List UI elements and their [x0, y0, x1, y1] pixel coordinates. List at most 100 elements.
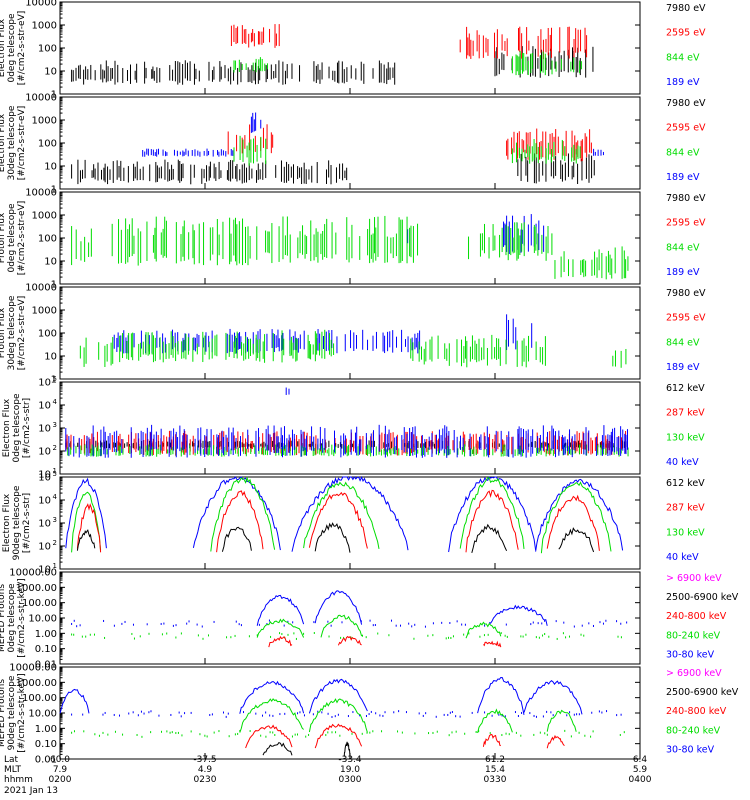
y-tick-label: 100.00	[22, 693, 57, 704]
legend-entry: 40 keV	[666, 552, 699, 563]
y-tick-label: 10000.00	[9, 663, 57, 674]
data-line	[256, 618, 305, 638]
data-line	[483, 640, 502, 648]
x-tick-lat: 61.2	[485, 755, 505, 765]
y-tick-exponent: 4	[53, 493, 58, 501]
legend-entry: 30-80 keV	[666, 649, 715, 660]
data-line	[192, 476, 281, 551]
series-40-kev	[65, 387, 628, 458]
legend-entry: 844 eV	[666, 52, 700, 63]
legend-entry: 2595 eV	[666, 218, 706, 229]
panel-meped-proton-90deg: 0.01 0.10 1.00 10.00 100.00 1000.00 10000.00ME…	[0, 663, 739, 766]
series-240-800-kev	[268, 635, 502, 648]
y-tick-label: 10	[38, 519, 51, 530]
plot-frame	[59, 476, 641, 570]
series-80-240-kev	[71, 614, 622, 640]
data-line	[308, 678, 368, 714]
data-line	[343, 741, 351, 758]
legend-entry: 2595 eV	[666, 313, 706, 324]
y-tick-label: 10.00	[28, 614, 57, 625]
data-line	[76, 503, 102, 553]
series-287-kev	[76, 489, 600, 553]
y-axis-title: 90deg telescope	[12, 485, 22, 560]
series-844-ev	[79, 329, 627, 368]
series-30-80-kev	[71, 590, 628, 628]
data-line	[239, 680, 305, 714]
data-line	[303, 481, 380, 549]
y-axis-title: [#/cm2-s-str-eV]	[17, 106, 27, 181]
series-844-ev	[233, 51, 582, 76]
y-axis-title: MEPED	[0, 507, 2, 539]
data-line	[488, 604, 548, 626]
x-row-label: MLT	[4, 765, 22, 775]
y-tick-label: 0.01	[35, 660, 57, 671]
data-line	[448, 476, 537, 553]
y-tick-label: 10	[44, 67, 57, 78]
legend-entry: 844 eV	[666, 242, 700, 253]
legend-entry: 612 keV	[666, 478, 705, 489]
legend-entry: 2595 eV	[666, 28, 706, 39]
legend-entry: 2500-6900 keV	[666, 592, 739, 603]
legend-entry: 240-800 keV	[666, 611, 727, 622]
legend-entry: 80-240 keV	[666, 725, 721, 736]
data-line	[482, 733, 501, 747]
y-tick-label: 10	[38, 401, 51, 412]
y-tick-exponent: 5	[53, 470, 57, 478]
y-axis-title: [#/cm2-s-str-eV]	[17, 296, 27, 371]
series-844-ev	[233, 135, 581, 166]
data-line	[314, 522, 351, 553]
series-189-ev	[142, 112, 604, 157]
x-tick-lat: 6.4	[633, 755, 648, 765]
y-tick-label: 1000	[32, 21, 57, 32]
plot-frame	[59, 96, 641, 190]
y-axis-title: Electron Flux	[0, 113, 7, 172]
x-tick-time: 0300	[339, 775, 362, 785]
y-axis-title: [#/cm2-s-str]	[22, 493, 32, 553]
data-line	[314, 590, 363, 625]
series-189-ev	[113, 314, 533, 354]
y-axis-title: 30deg telescope	[7, 105, 17, 180]
legend-entry: 287 keV	[666, 408, 705, 419]
y-tick-label: 10	[38, 447, 51, 458]
legend-entry: 7980 eV	[666, 3, 706, 14]
x-row-label: hhmm	[4, 775, 33, 785]
y-axis-title: [#/cm2-s-str-keV]	[17, 578, 27, 657]
y-axis-title: Electron Flux	[2, 398, 12, 457]
y-tick-label: 10.00	[28, 709, 57, 720]
legend-entry: 2500-6900 keV	[666, 687, 739, 698]
y-tick-label: 100	[38, 234, 57, 245]
x-tick-time: 0200	[49, 775, 72, 785]
y-tick-label: 1000.00	[16, 583, 57, 594]
x-tick-time: 0400	[629, 775, 652, 785]
plot-frame	[59, 286, 641, 380]
data-line	[465, 489, 519, 553]
x-tick-lat: -33.4	[338, 755, 362, 765]
series-7980-ev	[71, 46, 594, 85]
series-30-80-kev	[59, 676, 622, 719]
data-line	[239, 698, 304, 733]
y-tick-exponent: 1	[53, 562, 57, 570]
y-tick-label: 100	[38, 329, 57, 340]
y-tick-label: 10000.00	[9, 568, 57, 579]
y-axis-title: MEPED	[0, 412, 2, 444]
series-130-kev	[71, 476, 612, 554]
y-tick-label: 0.01	[35, 755, 57, 766]
data-line	[477, 676, 525, 716]
y-tick-label: 0.10	[35, 644, 57, 655]
y-axis-title: Electron Flux	[2, 493, 12, 552]
data-line	[262, 741, 293, 756]
data-line	[210, 476, 276, 552]
y-tick-label: 1	[51, 90, 57, 101]
y-tick-label: 1	[51, 280, 57, 291]
data-line	[314, 723, 363, 749]
legend-entry: 30-80 keV	[666, 744, 715, 755]
y-tick-label: 1000	[32, 116, 57, 127]
data-line	[59, 688, 90, 714]
panel-electron-0deg: 1 10 100 1000 10000 Electron Flux 0deg telesco…	[0, 0, 706, 101]
y-tick-exponent: 4	[53, 398, 58, 406]
y-tick-label: 1000	[32, 306, 57, 317]
